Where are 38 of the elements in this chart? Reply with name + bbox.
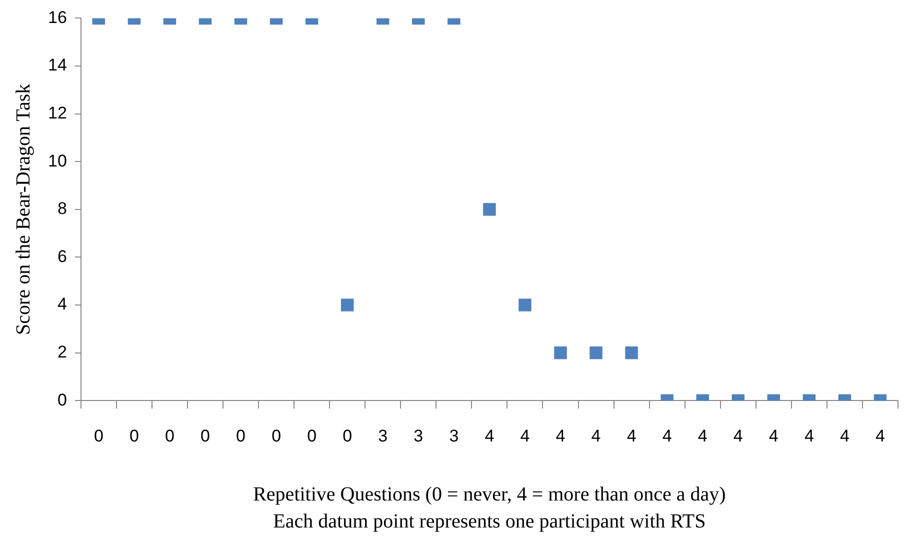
x-tick-label: 4 <box>556 426 566 446</box>
y-tick-label: 10 <box>48 151 67 170</box>
y-tick-label: 16 <box>48 8 67 27</box>
y-tick-label: 8 <box>57 199 67 218</box>
x-tick-label: 4 <box>626 426 636 446</box>
x-tick-label: 4 <box>591 426 601 446</box>
y-tick-label: 12 <box>48 103 67 122</box>
y-tick-label: 2 <box>57 342 67 362</box>
x-tick-label: 4 <box>840 426 850 446</box>
x-tick-label: 3 <box>449 426 459 446</box>
x-axis-title: Repetitive Questions (0 = never, 4 = more than once a day) <box>253 483 726 506</box>
point <box>483 203 496 216</box>
point <box>340 298 354 312</box>
point <box>518 298 532 312</box>
y-tick-label: 4 <box>57 294 67 314</box>
text: Each datum point represents one participant with RTS <box>273 510 706 532</box>
x-tick-label: 3 <box>414 426 424 446</box>
y-tick-label: 14 <box>48 56 67 75</box>
x-tick-label: 4 <box>698 426 708 446</box>
x-tick-label: 4 <box>876 426 885 446</box>
x-tick-label: 3 <box>378 426 388 446</box>
x-tick-label: 4 <box>768 426 778 446</box>
y-axis-title: Score on the Bear-Dragon Task <box>12 84 34 335</box>
x-tick-label: 0 <box>164 426 174 446</box>
x-tick-label: 0 <box>94 426 104 446</box>
x-tick-label: 4 <box>733 426 743 446</box>
x-tick-label: 0 <box>236 426 246 446</box>
x-tick-label: 0 <box>342 426 352 446</box>
x-tick-label: 4 <box>484 426 494 446</box>
x-tick-label: 4 <box>520 426 530 446</box>
x-tick-label: 0 <box>307 426 317 446</box>
y-tick-label: 0 <box>57 390 67 410</box>
y-tick-label: 6 <box>57 246 67 266</box>
x-tick-label: 0 <box>129 426 139 446</box>
x-tick-label: 4 <box>804 426 814 446</box>
x-tick-label: 0 <box>272 426 282 446</box>
x-tick-label: 0 <box>200 426 210 446</box>
x-tick-label: 4 <box>662 426 672 446</box>
